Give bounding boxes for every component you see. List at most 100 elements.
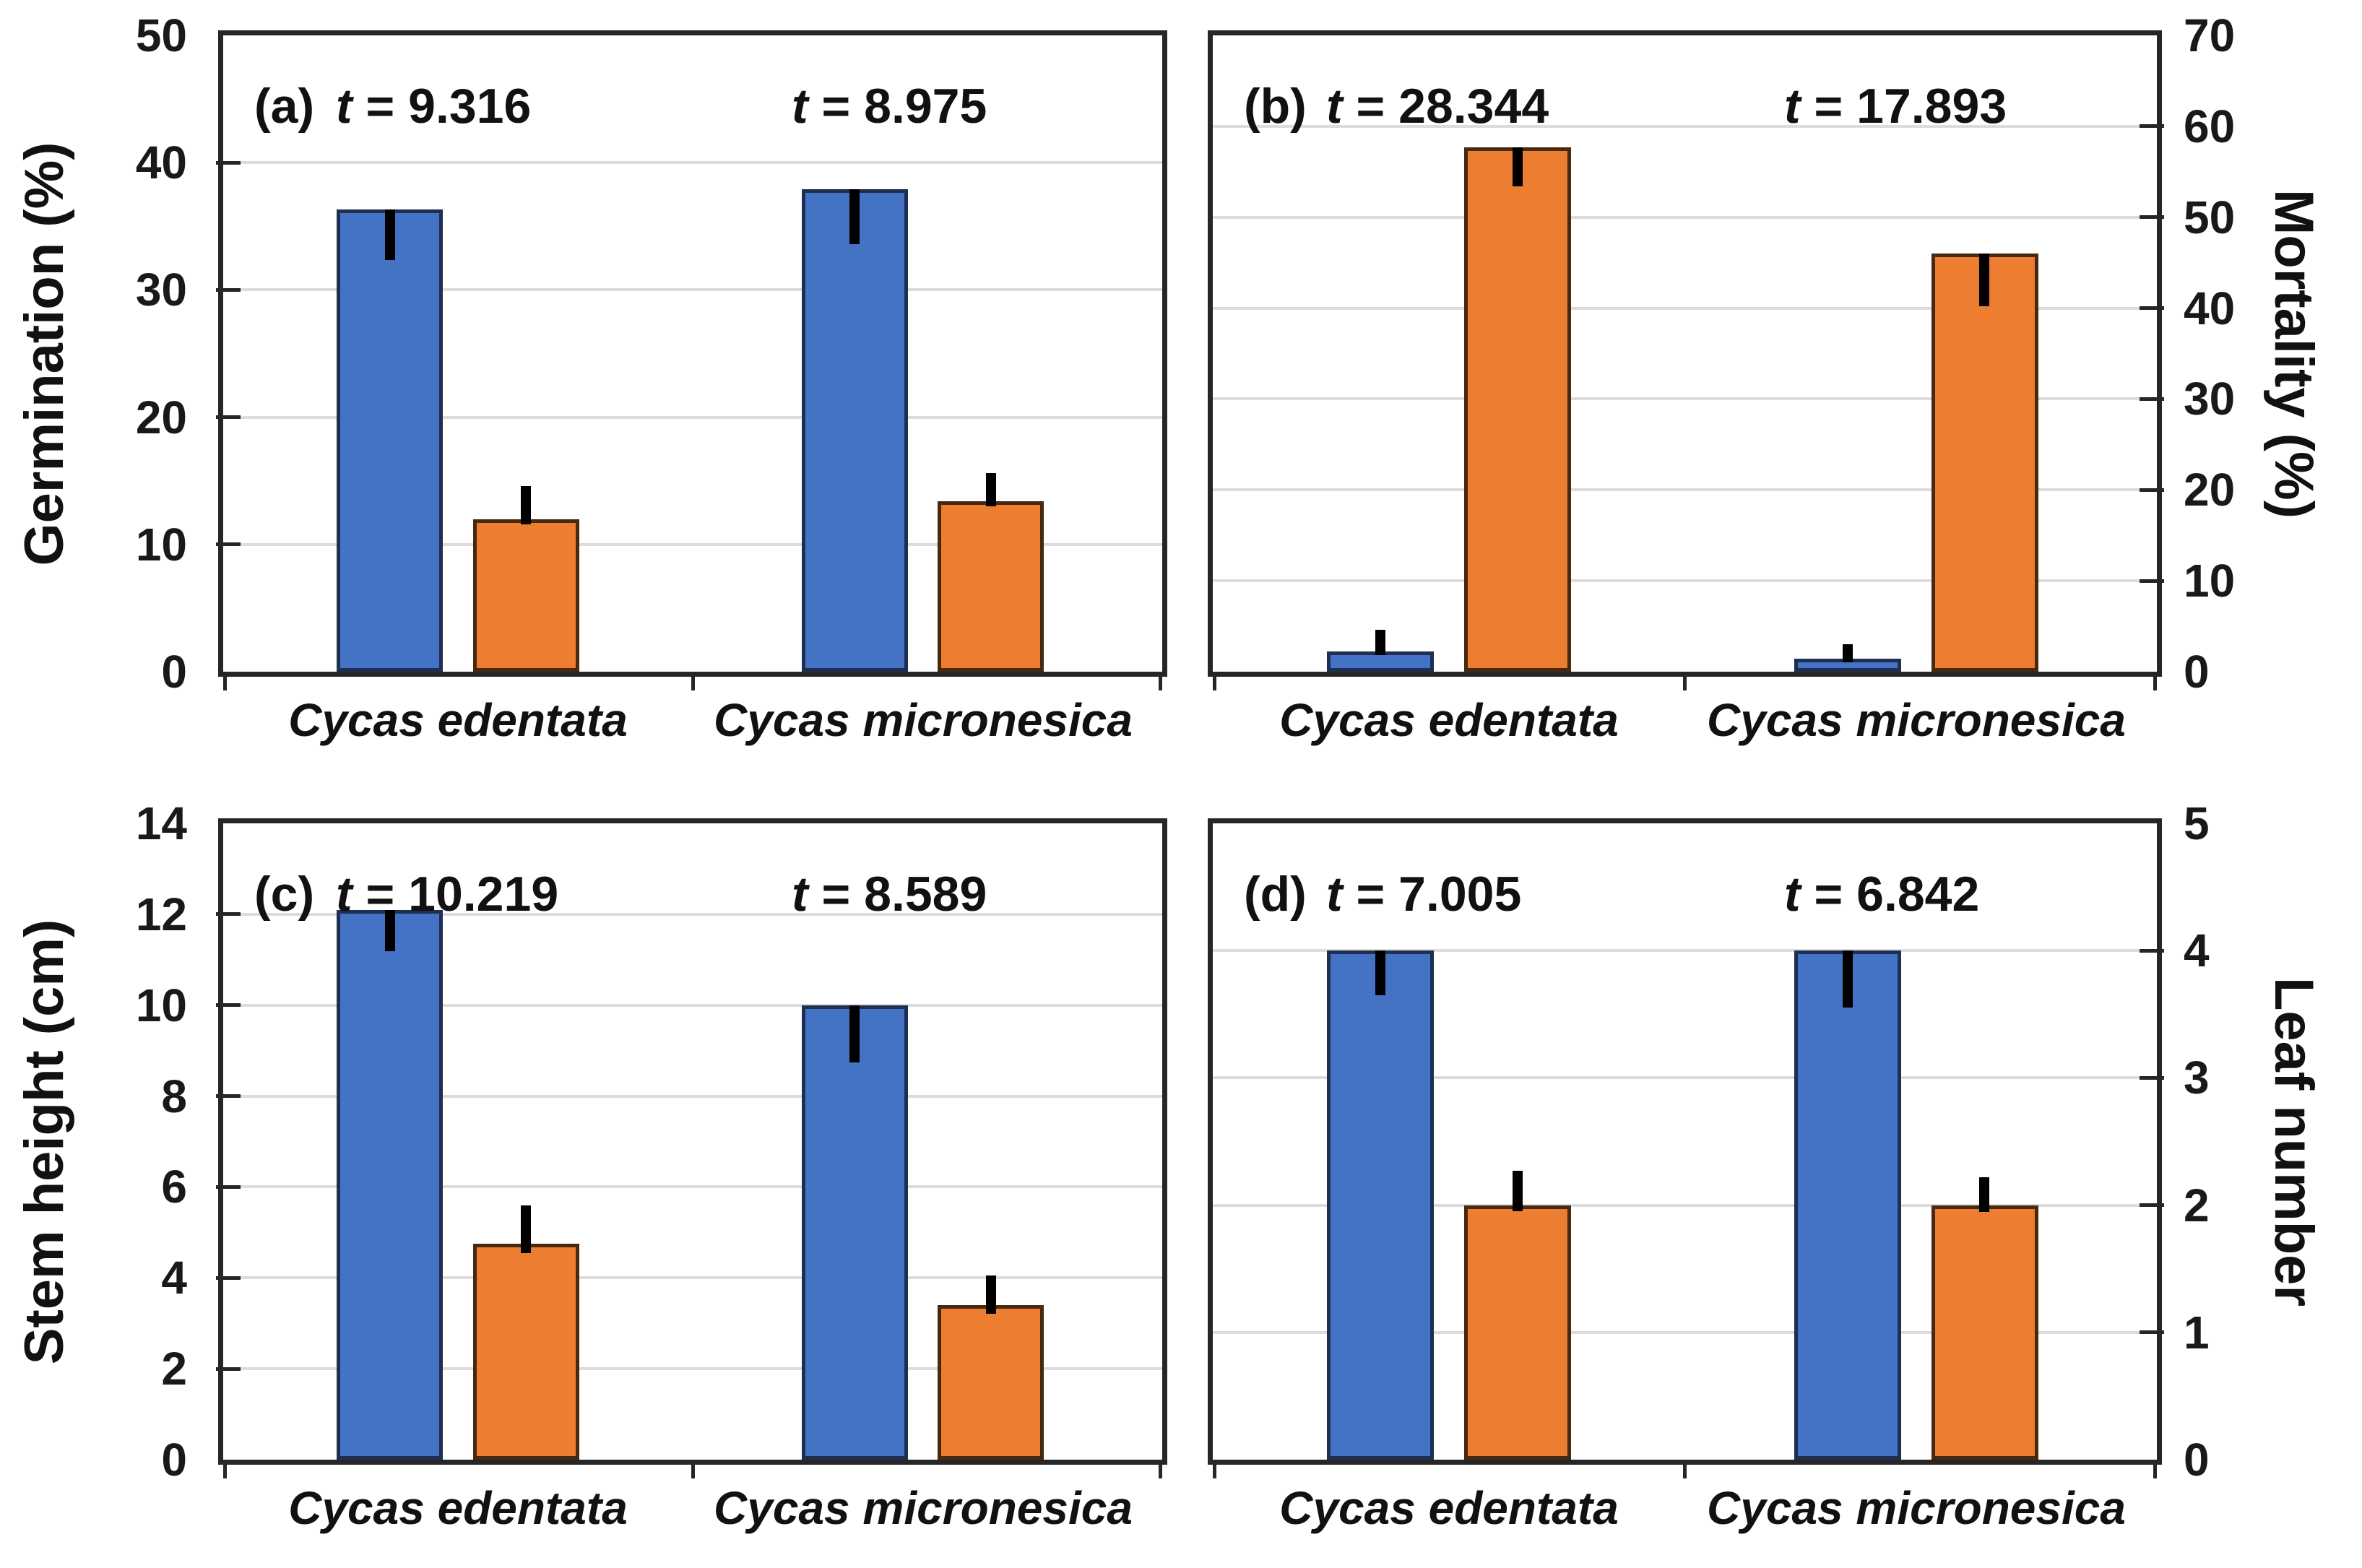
panel-label-c: (c): [254, 867, 315, 922]
x-axis-tick: [1683, 1460, 1687, 1478]
y-tick-label: 2: [161, 1343, 187, 1395]
y-axis-tick: [2140, 124, 2164, 128]
bar-orange-0: [473, 519, 579, 672]
gridline: [1213, 1076, 2157, 1079]
gridline: [1213, 1204, 2157, 1207]
t-variable: t: [792, 867, 808, 922]
t-value-text: = 8.589: [808, 867, 987, 922]
t-value-annotation: t = 9.316: [336, 73, 531, 139]
t-value-annotation: t = 8.975: [792, 73, 987, 139]
error-bar-orange-0: [521, 1205, 531, 1253]
bar-blue-1: [1794, 950, 1901, 1460]
x-axis-tick: [2153, 672, 2157, 690]
y-tick-label: 0: [161, 1434, 187, 1486]
x-axis-tick: [223, 672, 227, 690]
y-axis-tick: [216, 288, 241, 292]
gridline: [223, 416, 1162, 419]
y-tick-label: 0: [2184, 1434, 2210, 1486]
gridline: [223, 161, 1162, 164]
y-tick-label: 6: [161, 1161, 187, 1213]
y-tick-label: 10: [135, 979, 187, 1031]
t-variable: t: [336, 79, 352, 134]
y-axis-tick: [2140, 488, 2164, 492]
t-value-annotation: t = 17.893: [1784, 73, 2007, 139]
panel-b-plot-area: 0 10 20 30 40 50 60 70 (b) t = 28.344 t = 17.893 Cy…: [1208, 9, 2235, 746]
x-axis-tick: [1683, 672, 1687, 690]
t-variable: t: [1326, 79, 1343, 134]
error-bar-blue-0: [385, 209, 395, 260]
y-tick-label: 50: [2184, 191, 2236, 243]
t-variable: t: [1326, 867, 1343, 922]
t-value-annotation: t = 8.589: [792, 861, 987, 927]
y-tick-label: 30: [2184, 373, 2236, 425]
y-tick-label: 4: [2184, 924, 2210, 976]
y-tick-label: 0: [161, 646, 187, 698]
panel-d-plot-area: 0 1 2 3 4 5 (d) t = 7.005 t = 6.842 Cycas edentat…: [1208, 797, 2210, 1534]
y-axis-tick: [2140, 1203, 2164, 1207]
x-axis-tick: [1159, 672, 1162, 690]
y-tick-label: 30: [135, 264, 187, 316]
error-bar-orange-1: [986, 473, 996, 506]
panel-label-d: (d): [1244, 867, 1307, 922]
y-tick-label: 20: [135, 391, 187, 443]
error-bar-blue-0: [1375, 630, 1385, 655]
t-value-text: = 17.893: [1800, 79, 2007, 134]
gridline: [223, 543, 1162, 546]
error-bar-blue-1: [1843, 950, 1853, 1008]
y-tick-label: 20: [2184, 464, 2236, 516]
y-axis-tick: [216, 1367, 241, 1371]
x-axis-tick: [223, 1460, 227, 1478]
y-tick-label: 40: [2184, 282, 2236, 334]
gridline: [1213, 1331, 2157, 1334]
bar-orange-0: [1464, 1205, 1571, 1460]
category-label-1: Cycas micronesica: [714, 694, 1133, 746]
x-axis-tick: [1159, 1460, 1162, 1478]
y-tick-label: 10: [2184, 555, 2236, 607]
error-bar-orange-0: [1513, 1171, 1523, 1211]
y-axis-tick: [216, 415, 241, 419]
t-value-text: = 9.316: [352, 79, 532, 134]
error-bar-blue-1: [849, 189, 860, 244]
bar-orange-1: [938, 1305, 1044, 1460]
y-tick-label: 50: [135, 9, 187, 61]
y-tick-label: 12: [135, 888, 187, 940]
y-tick-label: 70: [2184, 9, 2236, 61]
bar-orange-1: [1931, 1205, 2038, 1460]
x-axis-tick: [1213, 672, 1216, 690]
gridline: [223, 1004, 1162, 1007]
bar-orange-1: [938, 501, 1044, 672]
category-label-0: Cycas edentata: [288, 694, 628, 746]
y-axis-tick: [2140, 949, 2164, 953]
y-tick-label: 40: [135, 137, 187, 189]
y-tick-label: 60: [2184, 100, 2236, 152]
panel-a-plot-area: 0 10 20 30 40 50 (a) t = 9.316 t = 8.975 Cycas ed…: [136, 9, 1167, 746]
error-bar-blue-1: [849, 1005, 860, 1062]
bar-blue-1: [802, 189, 908, 672]
panel-label-a: (a): [254, 79, 315, 134]
x-axis-tick: [1213, 1460, 1216, 1478]
error-bar-orange-0: [521, 486, 531, 524]
t-value-text: = 6.842: [1800, 867, 1980, 922]
t-variable: t: [336, 867, 352, 922]
error-bar-orange-1: [1979, 1177, 1989, 1212]
y-tick-label: 1: [2184, 1307, 2210, 1359]
y-axis-tick: [2140, 579, 2164, 583]
t-value-text: = 8.975: [808, 79, 987, 134]
y-tick-label: 14: [135, 797, 187, 849]
y-tick-label: 2: [2184, 1179, 2210, 1231]
y-tick-label: 8: [161, 1070, 187, 1122]
y-axis-tick: [216, 912, 241, 916]
y-axis-title-germination: Germination (%): [14, 142, 75, 566]
bar-blue-0: [337, 910, 443, 1460]
gridline: [223, 1185, 1162, 1188]
category-label-0: Cycas edentata: [1279, 694, 1619, 746]
y-tick-label: 5: [2184, 797, 2210, 849]
category-label-0: Cycas edentata: [1279, 1482, 1619, 1534]
gridline: [223, 1276, 1162, 1279]
gridline: [1213, 488, 2157, 491]
t-value-annotation: t = 10.219: [336, 861, 558, 927]
category-label-1: Cycas micronesica: [1707, 694, 2126, 746]
bar-orange-0: [1464, 147, 1571, 672]
y-tick-label: 4: [161, 1252, 187, 1304]
